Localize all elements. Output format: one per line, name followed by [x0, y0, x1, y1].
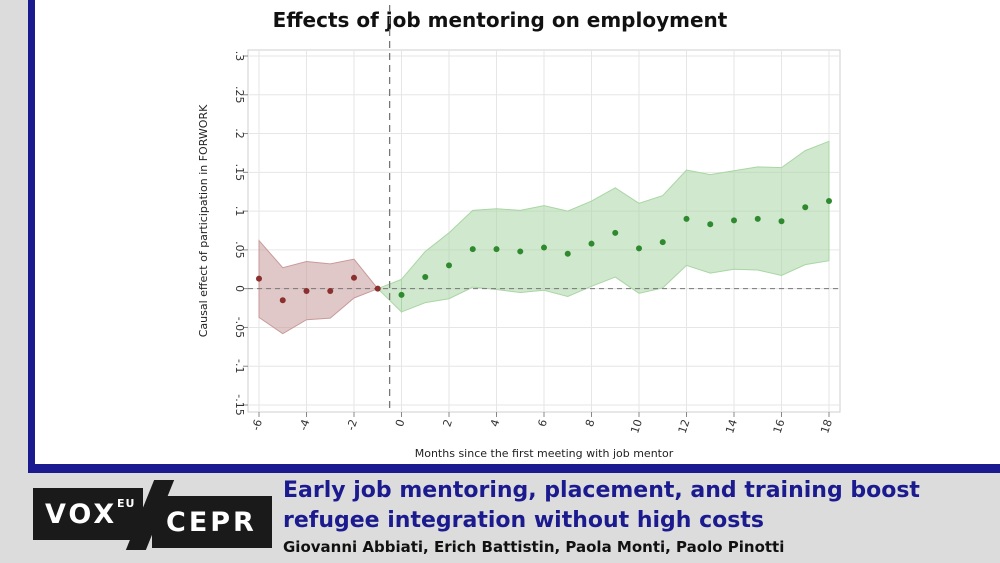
x-tick-label: -6: [249, 418, 265, 432]
data-point-s0-4: [351, 274, 357, 281]
data-point-s0-1: [279, 297, 286, 304]
cepr-logo-text: CEPR: [166, 507, 257, 538]
x-tick-label: 16: [771, 418, 788, 435]
y-axis-label: Causal effect of participation in FORWOR…: [197, 104, 210, 337]
article-authors: Giovanni Abbiati, Erich Battistin, Paola…: [283, 538, 785, 556]
data-point-s1-0: [398, 291, 405, 298]
data-point-s1-17: [802, 204, 809, 211]
data-point-s0-0: [256, 275, 262, 282]
data-point-s1-14: [731, 217, 737, 224]
x-tick-label: -4: [297, 418, 313, 432]
x-tick-label: 10: [628, 418, 645, 435]
data-point-s1-1: [422, 274, 429, 281]
x-tick-label: 6: [535, 418, 550, 429]
data-point-s1-5: [517, 248, 524, 255]
x-tick-label: -2: [344, 418, 360, 432]
data-point-s1-6: [541, 244, 547, 251]
y-tick-label: .1: [233, 206, 246, 217]
chart-title: Effects of job mentoring on employment: [272, 8, 728, 32]
x-tick-label: 12: [676, 418, 693, 435]
data-point-s1-11: [659, 239, 666, 246]
y-tick-label: .2: [233, 128, 246, 139]
x-tick-label: 14: [723, 418, 740, 435]
vox-logo-text: VOX: [45, 499, 118, 530]
data-point-s1-4: [493, 246, 500, 253]
data-point-s1-3: [469, 246, 476, 253]
y-tick-label: -.1: [233, 359, 246, 373]
data-point-s1-18: [826, 198, 832, 205]
vox-logo-eu-text: EU: [117, 497, 136, 510]
data-point-s1-2: [446, 262, 452, 269]
data-point-s1-12: [683, 215, 690, 222]
data-point-s1-16: [778, 218, 785, 225]
y-tick-label: .3: [233, 51, 246, 62]
y-tick-label: .05: [233, 241, 246, 259]
data-point-s0-3: [327, 287, 334, 294]
data-point-s0-2: [303, 287, 310, 294]
article-headline[interactable]: Early job mentoring, placement, and trai…: [283, 478, 920, 533]
confidence-band-0: [258, 239, 379, 335]
frame-bottom-border: [28, 464, 1000, 473]
data-point-s1-10: [636, 245, 642, 252]
data-point-s1-13: [707, 221, 714, 228]
data-point-s1-7: [564, 250, 571, 257]
y-tick-label: -.15: [233, 394, 246, 415]
x-tick-label: 4: [488, 418, 503, 429]
data-point-s1-15: [754, 215, 761, 222]
x-tick-label: 2: [440, 418, 455, 429]
y-tick-label: 0: [233, 285, 246, 292]
y-tick-label: .25: [233, 86, 246, 104]
x-tick-label: 0: [393, 418, 408, 429]
y-tick-label: -.05: [233, 317, 246, 338]
x-tick-label: 18: [818, 418, 835, 435]
frame-left-border: [28, 0, 35, 473]
chart-plot: -6 -4 -2 0 2 4 6 8 10 12 14 16 18 -.15 -.1 -.05 0 .05 .1 .1…: [197, 5, 841, 460]
y-tick-label: .15: [233, 164, 246, 182]
x-axis-label: Months since the first meeting with job …: [415, 447, 674, 460]
data-point-s1-9: [612, 229, 619, 236]
x-tick-label: 8: [583, 418, 598, 429]
vox-eu-logo[interactable]: VOX EU: [33, 488, 143, 540]
confidence-band-1: [401, 140, 830, 313]
cepr-logo[interactable]: CEPR: [152, 496, 272, 548]
data-point-s1-8: [588, 240, 595, 247]
data-point-s0-5: [374, 285, 381, 292]
